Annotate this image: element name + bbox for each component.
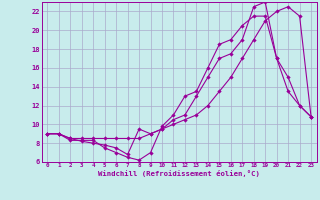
X-axis label: Windchill (Refroidissement éolien,°C): Windchill (Refroidissement éolien,°C)	[98, 170, 260, 177]
